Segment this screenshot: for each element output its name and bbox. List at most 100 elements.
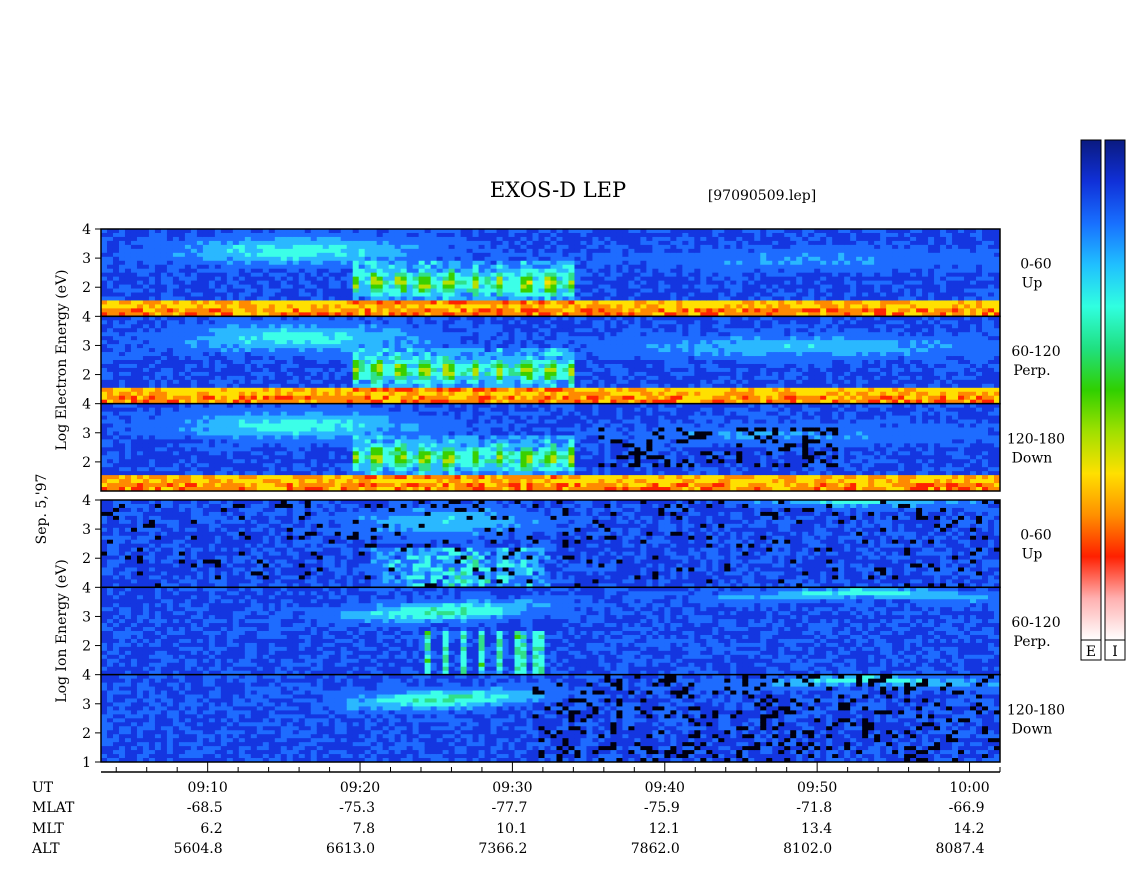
heatmap-cell [454,387,461,393]
heatmap-cell [436,383,444,389]
heatmap-cell [190,316,198,321]
heatmap-cell [268,284,276,289]
heatmap-cell [802,292,809,297]
heatmap-cell [670,268,677,274]
heatmap-cell [622,280,629,285]
heatmap-cell [580,308,587,313]
heatmap-cell [646,300,653,305]
heatmap-cell [982,292,989,297]
heatmap-cell [466,248,473,254]
heatmap-cell [988,268,995,274]
heatmap-cell [538,236,545,242]
heatmap-cell [358,324,366,329]
heatmap-cell [304,387,312,393]
heatmap-cell [346,280,354,285]
heatmap-cell [226,352,234,357]
heatmap-cell [826,232,833,238]
heatmap-cell [790,232,797,238]
heatmap-cell [340,395,348,401]
heatmap-cell [952,244,959,250]
heatmap-cell [424,360,432,365]
heatmap-cell [406,360,414,365]
heatmap-cell [724,229,731,234]
heatmap-cell [118,276,126,282]
heatmap-cell [190,371,198,377]
heatmap-cell [856,264,863,270]
heatmap-cell [136,340,144,345]
heatmap-cell [616,276,623,282]
heatmap-cell [496,360,503,365]
heatmap-cell [160,276,168,282]
heatmap-cell [196,379,204,385]
heatmap-cell [562,284,569,289]
heatmap-cell [406,371,414,377]
heatmap-cell [154,363,162,369]
heatmap-cell [592,252,599,258]
heatmap-cell [166,240,174,246]
heatmap-cell [328,383,336,389]
heatmap-cell [106,268,114,274]
heatmap-cell [850,312,857,317]
heatmap-cell [118,296,126,301]
heatmap-cell [760,244,767,250]
heatmap-cell [460,379,467,385]
heatmap-cell [418,371,426,377]
heatmap-cell [136,348,144,353]
heatmap-cell [142,340,150,345]
heatmap-cell [370,363,378,369]
heatmap-cell [484,248,491,254]
heatmap-cell [724,260,731,266]
heatmap-cell [724,308,731,313]
heatmap-cell [874,244,881,250]
heatmap-cell [862,284,869,289]
heatmap-cell [154,320,162,325]
heatmap-cell [394,391,402,397]
heatmap-cell [682,300,689,305]
heatmap-cell [778,229,785,234]
heatmap-cell [370,344,378,349]
heatmap-cell [280,272,288,278]
heatmap-cell [604,236,611,242]
heatmap-cell [796,308,803,313]
heatmap-cell [886,244,893,250]
heatmap-cell [604,284,611,289]
heatmap-cell [442,328,450,333]
heatmap-cell [466,284,473,289]
heatmap-cell [136,304,144,309]
heatmap-cell [484,360,491,365]
heatmap-cell [274,252,282,258]
heatmap-cell [484,336,491,341]
heatmap-cell [424,316,432,321]
heatmap-cell [856,276,863,282]
heatmap-cell [754,248,761,254]
heatmap-cell [334,304,342,309]
heatmap-cell [772,264,779,270]
heatmap-cell [112,387,120,393]
heatmap-cell [988,244,995,250]
heatmap-cell [652,252,659,258]
heatmap-cell [772,296,779,301]
heatmap-cell [136,244,144,250]
heatmap-cell [298,324,306,329]
heatmap-cell [880,268,887,274]
heatmap-cell [274,292,282,297]
heatmap-cell [538,367,545,373]
heatmap-cell [148,288,156,293]
heatmap-cell [208,395,216,401]
heatmap-cell [904,248,911,254]
heatmap-cell [256,352,264,357]
heatmap-cell [292,229,300,234]
heatmap-cell [184,356,192,361]
heatmap-cell [226,268,234,274]
heatmap-cell [508,280,515,285]
heatmap-cell [394,379,402,385]
heatmap-cell [526,252,533,258]
heatmap-cell [436,375,444,381]
heatmap-cell [406,308,414,313]
heatmap-cell [101,292,108,297]
heatmap-cell [310,324,318,329]
heatmap-cell [184,256,192,262]
heatmap-cell [418,375,426,381]
heatmap-cell [610,232,617,238]
heatmap-cell [550,256,557,262]
